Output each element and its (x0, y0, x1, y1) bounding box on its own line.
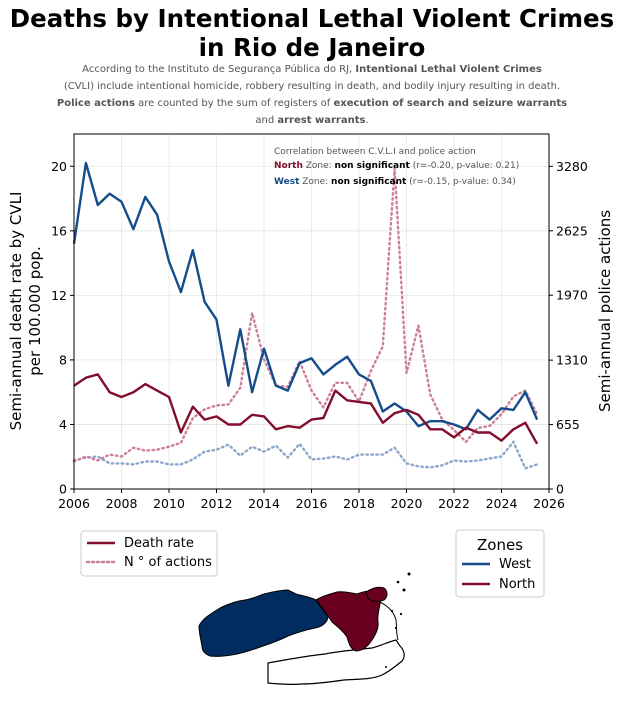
subtitle-line1: According to the Instituto de Segurança … (20, 61, 604, 78)
map-island (407, 572, 411, 576)
chart-title-line1: Deaths by Intentional Lethal Violent Cri… (9, 4, 615, 33)
subtitle-bold: Intentional Lethal Violent Crimes (355, 64, 542, 75)
y-tick-label: 12 (51, 288, 67, 303)
annotation-zone-word: Zone: (303, 161, 335, 171)
x-tick-label: 2022 (438, 496, 470, 511)
chart-title: Deaths by Intentional Lethal Violent Cri… (0, 4, 624, 62)
y-axis-label-line1: Semi-annual death rate by CVLI (7, 192, 25, 431)
subtitle-bold: arrest warrants (277, 115, 366, 126)
y2-tick-label: 1970 (556, 288, 588, 303)
subtitle-text: According to the Instituto de Segurança … (82, 64, 356, 75)
subtitle-line4: and arrest warrants. (20, 112, 604, 129)
y2-tick-label: 2625 (556, 223, 588, 238)
rio-map (198, 572, 411, 686)
map-other-zones (267, 639, 405, 686)
x-tick-label: 2012 (201, 496, 233, 511)
subtitle-text: . (365, 115, 369, 126)
y2-tick-label: 655 (556, 417, 580, 432)
map-coast-line (379, 601, 399, 641)
x-tick-label: 2020 (391, 496, 423, 511)
legend-zones-box (455, 529, 545, 598)
legend-line-style: Death rate N ° of actions (80, 530, 218, 577)
map-island (396, 580, 400, 584)
annotation-north-zone: North (274, 161, 303, 171)
map-island (399, 612, 403, 616)
y-tick-label: 20 (51, 159, 67, 174)
y-axis-label-line2: per 100.000 pop. (26, 246, 44, 375)
x-tick-label: 2008 (106, 496, 138, 511)
series-line-west-death-rate (72, 161, 539, 431)
y2-tick-label: 0 (556, 482, 564, 497)
series-line-north-death-rate (73, 373, 539, 445)
annotation-verdict: non significant (331, 177, 407, 187)
x-tick-label: 2026 (533, 496, 565, 511)
y-tick-label: 8 (59, 352, 67, 367)
annotation-north: North Zone: non significant (r=-0.20, p-… (274, 161, 519, 171)
x-tick-label: 2018 (343, 496, 375, 511)
y-tick-label: 4 (59, 417, 67, 432)
y-axis-left: 0 4 8 12 16 20 (51, 159, 74, 497)
legend-zones: Zones West North (455, 529, 545, 598)
subtitle-line2: (CVLI) include intentional homicide, rob… (63, 81, 561, 92)
map-island (402, 588, 406, 592)
chart-subtitle: According to the Instituto de Segurança … (20, 61, 604, 129)
annotation-west: West Zone: non significant (r=-0.15, p-v… (274, 177, 516, 187)
x-tick-label: 2016 (296, 496, 328, 511)
map-island (385, 666, 387, 668)
map-island (394, 626, 398, 630)
series-line-west-actions (72, 440, 539, 470)
y2-axis-label: Semi-annual police actions (596, 210, 614, 412)
x-axis: 2006 2008 2010 2012 2014 2016 2018 2020 2022 2024… (58, 489, 565, 511)
series-layer (72, 161, 539, 470)
x-tick-label: 2006 (58, 496, 90, 511)
y-tick-label: 0 (59, 482, 67, 497)
y-tick-label: 16 (51, 223, 67, 238)
subtitle-line3: Police actions are counted by the sum of… (20, 95, 604, 112)
annotation-north-stats: (r=-0.20, p-value: 0.21) (410, 161, 519, 171)
legend-west-label: West (499, 557, 531, 572)
legend-death-rate-label: Death rate (124, 536, 194, 551)
subtitle-text: are counted by the sum of registers of (134, 98, 334, 109)
y-axis-right: 0 655 1310 1970 2625 3280 (549, 159, 588, 497)
subtitle-bold: Police actions (56, 98, 135, 109)
x-tick-label: 2010 (153, 496, 185, 511)
subtitle-bold: execution of search and seizure warrants (333, 98, 568, 109)
chart-title-line2: in Rio de Janeiro (198, 33, 426, 62)
grid (73, 134, 550, 490)
map-north-zone-islet (365, 586, 388, 602)
y2-tick-label: 3280 (556, 159, 588, 174)
legend-actions-label: N ° of actions (124, 555, 212, 570)
x-tick-label: 2014 (248, 496, 280, 511)
legend-north-label: North (499, 577, 535, 592)
subtitle-text: and (255, 115, 278, 126)
y2-tick-label: 1310 (556, 353, 588, 368)
annotation-west-stats: (r=-0.15, p-value: 0.34) (406, 177, 515, 187)
annotation-west-zone: West (274, 177, 300, 187)
series-line-north-actions (72, 167, 539, 463)
map-west-zone (198, 589, 329, 657)
annotation-verdict: non significant (335, 161, 411, 171)
map-island (390, 609, 394, 613)
x-tick-label: 2024 (486, 496, 518, 511)
annotation-header: Correlation between C.V.L.I and police a… (274, 147, 476, 157)
annotation-zone-word: Zone: (299, 177, 331, 187)
map-north-zone (315, 590, 381, 652)
legend-zones-title: Zones (477, 536, 523, 554)
